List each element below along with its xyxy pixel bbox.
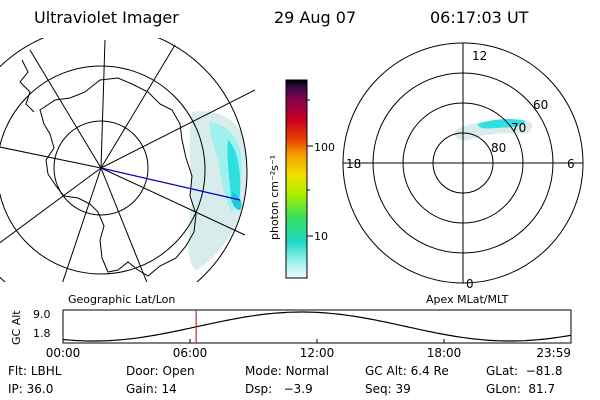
mlt-label-right: 6 (567, 157, 575, 171)
time-tick-1200: 12:00 (300, 346, 335, 360)
time-tick-1800: 18:00 (427, 346, 462, 360)
info-door: Door: Open (126, 364, 195, 378)
date-label: 29 Aug 07 (274, 8, 357, 27)
mlt-label-bottom: 0 (466, 277, 474, 291)
apex-polar-plot: 12 18 6 0 60 70 80 (342, 42, 584, 291)
spacecraft-track (100, 167, 241, 201)
info-glat: GLat: −81.8 (486, 364, 563, 378)
altitude-plot: GC Alt 9.0 1.8 00:00 06:00 12:00 18:00 2… (10, 308, 572, 360)
altitude-tick-low: 1.8 (33, 327, 51, 340)
antarctica-coastline (39, 77, 197, 277)
info-flt: Flt: LBHL (8, 364, 62, 378)
mlt-label-top: 12 (472, 49, 487, 63)
colorbar-unit-label: photon cm⁻²s⁻¹ (268, 155, 281, 240)
altitude-tick-high: 9.0 (33, 308, 51, 321)
colorbar-tick-10: 10 (314, 230, 328, 243)
time-label: 06:17:03 UT (430, 8, 529, 27)
info-ip: IP: 36.0 (8, 382, 54, 396)
info-mode: Mode: Normal (245, 364, 329, 378)
aurora-oval-apex (478, 119, 525, 129)
colorbar-scale (285, 79, 308, 279)
apex-panel-label: Apex MLat/MLT (426, 293, 509, 306)
time-tick-0600: 06:00 (173, 346, 208, 360)
time-tick-0000: 00:00 (46, 346, 81, 360)
info-gc-alt: GC Alt: 6.4 Re (365, 364, 449, 378)
altitude-axis-label: GC Alt (10, 310, 23, 345)
instrument-title: Ultraviolet Imager (34, 8, 179, 27)
info-dsp: Dsp: −3.9 (245, 382, 313, 396)
info-gain: Gain: 14 (126, 382, 177, 396)
mlat-label-70: 70 (511, 121, 526, 135)
colorbar: 100 10 photon cm⁻²s⁻¹ (268, 79, 335, 279)
colorbar-tick-100: 100 (314, 141, 335, 154)
peninsula-coastline (19, 59, 35, 113)
mlat-label-60: 60 (533, 98, 548, 112)
mlat-label-80: 80 (491, 141, 506, 155)
altitude-curve (62, 311, 572, 342)
geographic-panel-label: Geographic Lat/Lon (68, 293, 175, 306)
earth-limb (0, 38, 248, 282)
info-glon: GLon: 81.7 (486, 382, 556, 396)
mlt-label-left: 18 (346, 157, 361, 171)
geographic-map (0, 38, 256, 282)
longitude-lines (0, 39, 256, 282)
time-tick-2359: 23:59 (536, 346, 571, 360)
info-seq: Seq: 39 (365, 382, 411, 396)
latitude-circle (53, 120, 149, 216)
latitude-circle (0, 65, 206, 275)
